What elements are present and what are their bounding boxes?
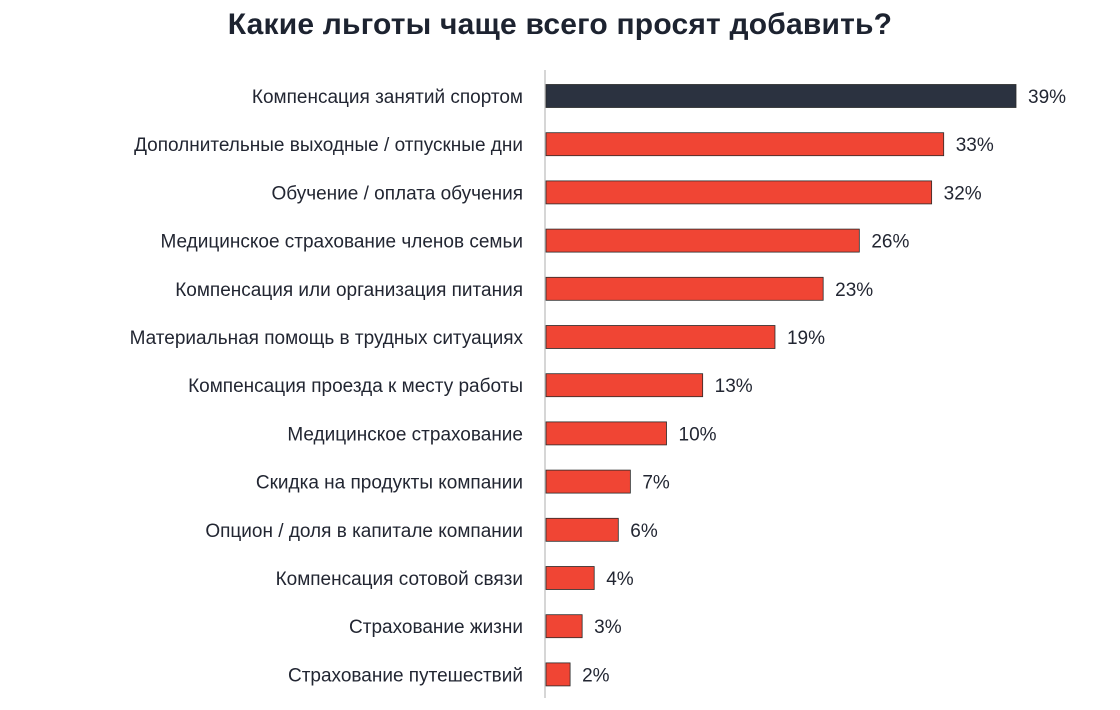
category-label: Обучение / оплата обучения	[271, 183, 523, 204]
category-label: Дополнительные выходные / отпускные дни	[134, 135, 523, 156]
category-label: Компенсация занятий спортом	[252, 87, 523, 108]
bar	[545, 421, 667, 446]
bar	[545, 566, 595, 590]
bar	[545, 84, 1017, 108]
value-label: 2%	[582, 665, 610, 686]
category-label: Компенсация сотовой связи	[276, 569, 523, 590]
bar	[545, 228, 860, 253]
value-label: 10%	[679, 424, 717, 445]
category-label: Компенсация или организация питания	[175, 280, 523, 301]
value-label: 19%	[787, 328, 825, 349]
value-label: 4%	[606, 569, 634, 590]
bar	[545, 132, 945, 157]
category-label: Медицинское страхование членов семьи	[160, 232, 523, 253]
value-label: 32%	[944, 183, 982, 204]
value-label: 6%	[630, 521, 658, 542]
category-label: Материальная помощь в трудных ситуациях	[130, 328, 524, 349]
bar	[545, 180, 933, 205]
value-label: 7%	[642, 473, 670, 494]
bar	[545, 517, 619, 542]
category-label: Компенсация проезда к месту работы	[188, 376, 523, 397]
bar	[545, 662, 571, 687]
bar	[545, 469, 631, 494]
bar	[545, 614, 583, 639]
bar	[545, 373, 704, 398]
category-label: Медицинское страхование	[287, 424, 523, 445]
category-label: Страхование жизни	[349, 617, 523, 638]
category-label: Скидка на продукты компании	[256, 473, 523, 494]
value-label: 3%	[594, 617, 622, 638]
value-label: 26%	[871, 232, 909, 253]
bar	[545, 276, 824, 301]
bar	[545, 325, 776, 349]
chart-title: Какие льготы чаще всего просят добавить?	[227, 8, 893, 41]
value-label: 13%	[715, 376, 753, 397]
value-label: 23%	[835, 280, 873, 301]
category-label: Страхование путешествий	[288, 665, 523, 686]
value-label: 33%	[956, 135, 994, 156]
value-label: 39%	[1028, 87, 1066, 108]
category-label: Опцион / доля в капитале компании	[205, 521, 523, 542]
